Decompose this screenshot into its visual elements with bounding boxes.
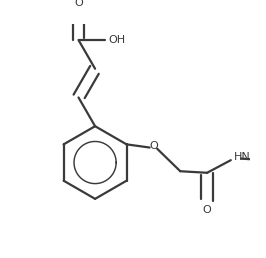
Text: OH: OH [108,35,125,45]
Text: O: O [203,205,211,215]
Text: O: O [74,0,83,9]
Text: HN: HN [234,152,251,162]
Text: O: O [149,141,158,151]
